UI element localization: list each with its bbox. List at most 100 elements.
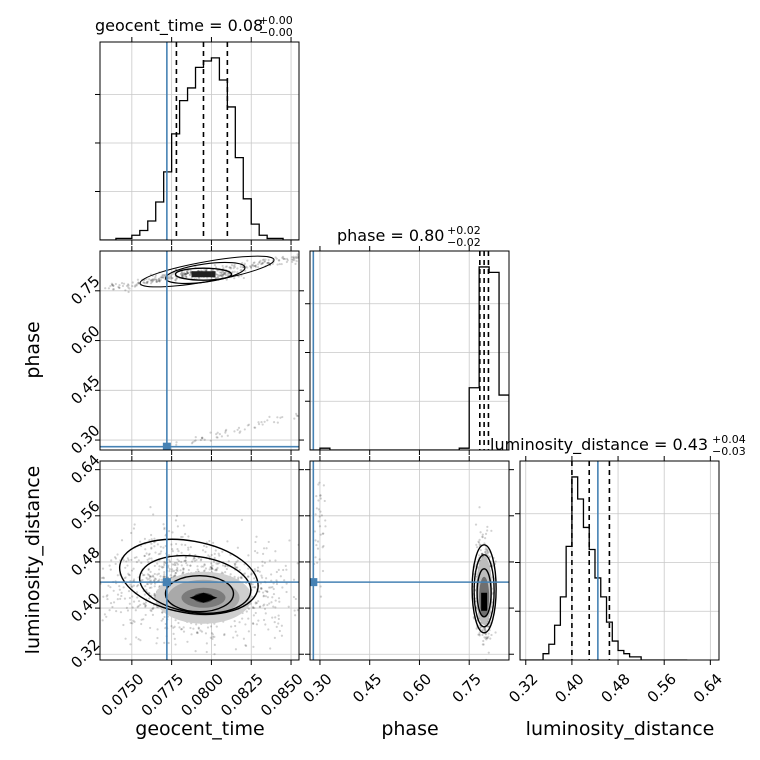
panel-luminosity-distance-vs-geocent-time-sample bbox=[153, 585, 156, 588]
panel-phase-vs-geocent-time-sample bbox=[222, 273, 225, 276]
panel-luminosity-distance-vs-geocent-time-sample bbox=[283, 579, 286, 582]
panel-luminosity-distance-vs-phase-sample bbox=[474, 523, 478, 526]
panel-luminosity-distance-vs-geocent-time-sample bbox=[158, 578, 161, 581]
panel-luminosity-distance-vs-geocent-time-contour bbox=[118, 538, 259, 616]
panel-luminosity-distance-vs-geocent-time-sample bbox=[200, 558, 203, 561]
panel-luminosity-distance-vs-phase-sample bbox=[320, 514, 323, 517]
panel-luminosity-distance-vs-geocent-time-sample bbox=[266, 603, 269, 607]
panel-luminosity-distance-vs-geocent-time-sample bbox=[211, 635, 214, 639]
panel-geocent-time-hist-bin bbox=[259, 235, 267, 240]
panel-phase-vs-geocent-time-sample bbox=[233, 430, 236, 433]
panel-phase-vs-geocent-time-sample bbox=[142, 281, 145, 284]
panel-geocent-time-hist-bin bbox=[156, 202, 164, 240]
panel-luminosity-distance-vs-geocent-time-sample bbox=[105, 595, 108, 598]
panel-phase-vs-geocent-time-sample bbox=[254, 265, 257, 268]
panel-phase-vs-geocent-time-sample bbox=[151, 278, 154, 281]
panel-luminosity-distance-vs-geocent-time-sample bbox=[150, 586, 153, 589]
panel-luminosity-distance-vs-geocent-time-sample bbox=[150, 609, 153, 613]
panel-luminosity-distance-vs-phase-sample bbox=[484, 548, 487, 551]
panel-luminosity-distance-vs-geocent-time-sample bbox=[125, 606, 128, 609]
panel-luminosity-distance-hist-bin bbox=[624, 654, 630, 660]
panel-phase-vs-geocent-time-sample bbox=[168, 275, 171, 278]
panel-luminosity-distance-vs-geocent-time-sample bbox=[263, 561, 266, 564]
panel-phase-vs-geocent-time-sample bbox=[183, 272, 186, 275]
panel-luminosity-distance-vs-geocent-time-sample bbox=[150, 542, 153, 545]
panel-luminosity-distance-hist-bin bbox=[618, 651, 624, 660]
panel-luminosity-distance-vs-geocent-time-sample bbox=[150, 538, 153, 541]
panel-luminosity-distance-vs-geocent-time-sample bbox=[174, 619, 177, 622]
panel-phase-vs-geocent-time-sample bbox=[261, 262, 265, 265]
panel-luminosity-distance-vs-geocent-time-sample bbox=[199, 629, 202, 632]
panel-phase-vs-geocent-time-sample bbox=[226, 272, 229, 275]
panel-phase-vs-geocent-time-sample bbox=[218, 271, 221, 274]
panel-luminosity-distance-vs-phase-sample bbox=[477, 633, 480, 636]
panel-phase-vs-geocent-time-sample bbox=[146, 282, 149, 285]
panel-luminosity-distance-vs-geocent-time-sample bbox=[116, 593, 120, 596]
panel-luminosity-distance-vs-geocent-time-plot-area bbox=[97, 461, 299, 660]
panel-luminosity-distance-vs-geocent-time-sample bbox=[271, 596, 274, 599]
panel-luminosity-distance-vs-geocent-time-sample bbox=[107, 584, 110, 587]
panel-phase-vs-geocent-time-sample bbox=[239, 269, 242, 272]
panel-phase-vs-geocent-time-sample bbox=[185, 271, 189, 274]
panel-luminosity-distance-vs-geocent-time-sample bbox=[164, 576, 167, 579]
panel-phase-vs-geocent-time-sample bbox=[285, 260, 288, 264]
panel-phase-vs-geocent-time-sample bbox=[243, 428, 246, 431]
panel-phase-vs-geocent-time-sample bbox=[149, 279, 152, 282]
panel-phase-vs-geocent-time-sample bbox=[190, 276, 193, 279]
panel-luminosity-distance-vs-geocent-time-sample bbox=[210, 566, 214, 570]
panel-luminosity-distance-vs-geocent-time-contour bbox=[138, 554, 252, 614]
panel-luminosity-distance-vs-geocent-time-sample bbox=[237, 576, 240, 579]
panel-luminosity-distance-vs-geocent-time-sample bbox=[247, 630, 250, 633]
panel-luminosity-distance-vs-geocent-time-sample bbox=[292, 578, 296, 581]
panel-luminosity-distance-vs-phase-sample bbox=[482, 664, 484, 666]
panel-luminosity-distance-vs-geocent-time-sample bbox=[189, 626, 192, 630]
panel-phase-vs-geocent-time-sample bbox=[111, 283, 114, 286]
panel-phase-vs-geocent-time-sample bbox=[162, 276, 165, 279]
panel-luminosity-distance-hist-bars bbox=[520, 461, 688, 660]
panel-phase-vs-geocent-time-sample bbox=[257, 421, 260, 424]
panel-luminosity-distance-vs-geocent-time-sample bbox=[175, 561, 178, 565]
panel-luminosity-distance-vs-geocent-time-sample bbox=[148, 586, 151, 589]
panel-phase-vs-geocent-time-sample bbox=[216, 273, 220, 277]
panel-phase-vs-geocent-time-sample bbox=[276, 421, 279, 424]
panel-phase-vs-geocent-time-sample bbox=[152, 278, 155, 281]
panel-phase-vs-geocent-time-sample bbox=[244, 269, 247, 272]
panel-luminosity-distance-vs-geocent-time-sample bbox=[135, 591, 139, 594]
panel-luminosity-distance-vs-geocent-time-sample bbox=[197, 626, 200, 629]
panel-luminosity-distance-hist-xtick-label: 0.64 bbox=[690, 670, 726, 706]
panel-luminosity-distance-vs-phase-sample bbox=[319, 595, 323, 598]
panel-luminosity-distance-vs-geocent-time-sample bbox=[133, 556, 136, 559]
panel-luminosity-distance-vs-geocent-time-sample bbox=[262, 547, 266, 550]
panel-luminosity-distance-vs-geocent-time-sample bbox=[132, 619, 135, 622]
panel-luminosity-distance-vs-geocent-time-sample bbox=[200, 630, 204, 633]
panel-phase-vs-geocent-time-sample bbox=[263, 420, 266, 423]
panel-geocent-time-hist-frame bbox=[99, 41, 300, 241]
panel-luminosity-distance-vs-phase-xtick-label: 0.75 bbox=[449, 670, 485, 706]
panel-luminosity-distance-vs-geocent-time-sample bbox=[148, 552, 151, 555]
panel-luminosity-distance-vs-geocent-time-sample bbox=[254, 601, 257, 604]
panel-phase-vs-geocent-time-sample bbox=[220, 435, 224, 438]
panel-phase-vs-geocent-time-sample bbox=[281, 255, 285, 258]
panel-luminosity-distance-vs-geocent-time-sample bbox=[177, 559, 181, 563]
panel-luminosity-distance-vs-geocent-time-sample bbox=[148, 577, 151, 580]
panel-luminosity-distance-vs-geocent-time-sample bbox=[257, 619, 260, 622]
title-luminosity-distance-lower: −0.03 bbox=[712, 445, 746, 458]
panel-phase-hist-step bbox=[310, 266, 509, 450]
panel-luminosity-distance-vs-geocent-time-xtick-label: 0.0775 bbox=[138, 670, 188, 720]
panel-luminosity-distance-vs-phase-plot-area bbox=[310, 461, 509, 666]
panel-luminosity-distance-vs-geocent-time-sample bbox=[211, 564, 214, 567]
panel-luminosity-distance-vs-geocent-time-sample bbox=[103, 613, 106, 616]
panel-luminosity-distance-vs-geocent-time-sample bbox=[183, 559, 186, 563]
panel-luminosity-distance-vs-phase-sample bbox=[478, 506, 481, 509]
title-phase: phase = 0.80 bbox=[337, 226, 444, 245]
panel-luminosity-distance-vs-geocent-time-sample bbox=[269, 647, 272, 650]
panel-luminosity-distance-vs-geocent-time-sample bbox=[145, 582, 149, 586]
panel-luminosity-distance-vs-geocent-time-sample bbox=[169, 574, 172, 577]
panel-luminosity-distance-vs-phase-sample bbox=[479, 626, 483, 629]
panel-phase-vs-geocent-time-sample bbox=[185, 276, 188, 279]
panel-phase-vs-geocent-time-sample bbox=[261, 258, 264, 262]
panel-luminosity-distance-vs-geocent-time-sample bbox=[247, 617, 250, 620]
panel-luminosity-distance-vs-geocent-time-sample bbox=[97, 630, 99, 632]
panel-luminosity-distance-vs-phase-sample bbox=[478, 634, 481, 637]
panel-phase-vs-geocent-time-sample bbox=[175, 277, 179, 280]
